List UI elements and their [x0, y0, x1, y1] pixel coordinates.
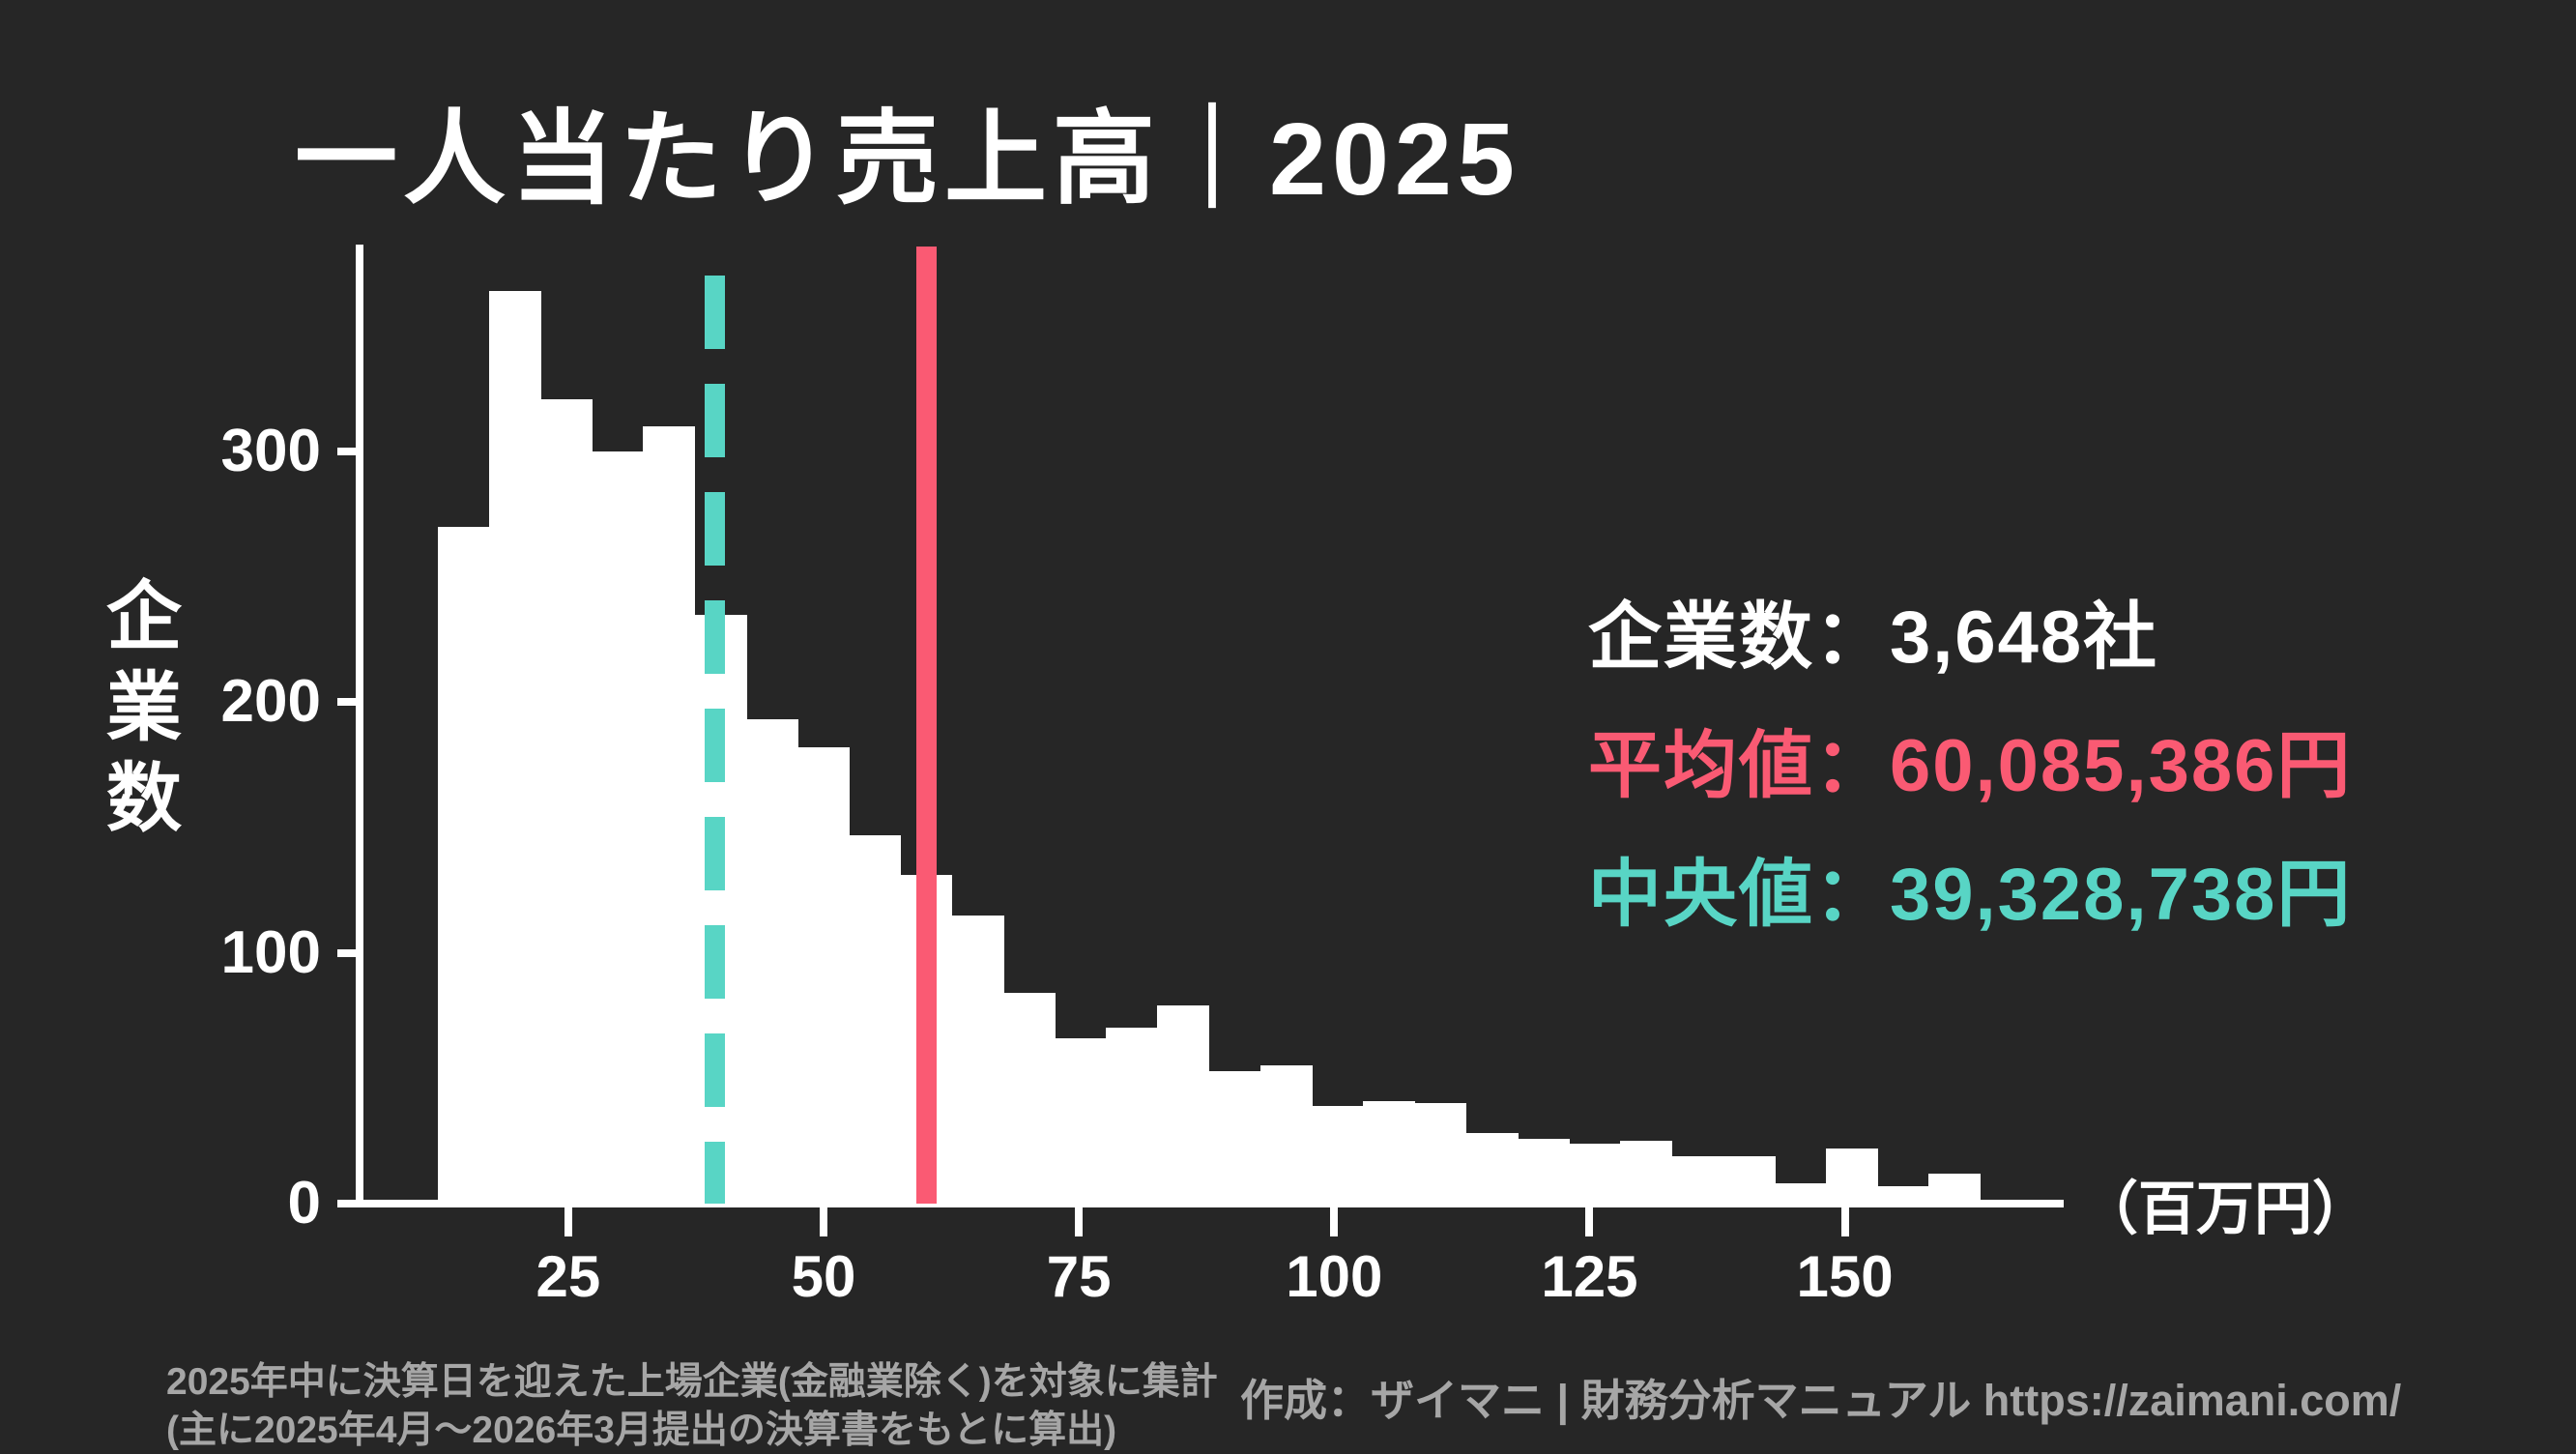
x-tick: [564, 1207, 572, 1236]
x-tick-label: 100: [1286, 1244, 1383, 1309]
mean-line: [916, 247, 938, 1204]
median-line: [704, 276, 725, 1204]
histogram-bar: [951, 915, 1004, 1204]
footnote-line-2: (主に2025年4月〜2026年3月提出の決算書をもとに算出): [166, 1410, 1117, 1451]
x-tick-label: 75: [1046, 1244, 1112, 1309]
x-tick-label: 150: [1796, 1244, 1894, 1309]
histogram-bar: [488, 291, 541, 1204]
histogram-bar: [1363, 1100, 1416, 1204]
x-tick-label: 50: [791, 1244, 856, 1309]
histogram-bar: [643, 426, 696, 1204]
histogram-bar: [1877, 1185, 1930, 1204]
histogram-bar: [1825, 1148, 1879, 1204]
histogram-bar: [1311, 1105, 1365, 1204]
histogram-bar: [1208, 1070, 1261, 1204]
x-axis-line: [354, 1200, 2064, 1207]
histogram-bar: [1928, 1173, 1982, 1204]
histogram-bar: [539, 398, 593, 1204]
histogram-bar: [1054, 1037, 1108, 1204]
y-tick-label: 200: [220, 668, 321, 736]
histogram-bar: [1157, 1005, 1210, 1204]
histogram-bar: [1106, 1028, 1159, 1204]
footnote-line-1: 2025年中に決算日を迎えた上場企業(金融業除く)を対象に集計: [166, 1361, 1218, 1403]
y-tick: [337, 448, 363, 455]
y-axis-label: 企業数: [96, 576, 181, 849]
y-tick-label: 300: [220, 418, 321, 484]
page-title: 一人当たり売上高｜2025: [295, 102, 1520, 217]
x-tick-label: 25: [535, 1244, 601, 1309]
histogram-bar: [437, 526, 490, 1204]
credit-line: 作成：ザイマニ | 財務分析マニュアル https://zaimani.com/: [1240, 1376, 2402, 1425]
x-tick: [1840, 1207, 1849, 1236]
x-tick: [1330, 1207, 1339, 1236]
histogram-bar: [1259, 1065, 1313, 1204]
stats-companies: 企業数：3,648社: [1588, 596, 2159, 679]
y-tick: [337, 698, 363, 707]
y-tick: [337, 948, 363, 957]
y-axis-line: [356, 245, 363, 1207]
histogram-bar: [1774, 1183, 1827, 1204]
histogram-bar: [592, 451, 645, 1204]
histogram-bar: [1620, 1141, 1673, 1204]
stats-mean: 平均値：60,085,386円: [1588, 725, 2353, 807]
histogram-bar: [745, 719, 798, 1204]
histogram-bar: [1002, 993, 1056, 1204]
x-unit-label: （百万円）: [2080, 1177, 2370, 1241]
histogram-bar: [1568, 1143, 1622, 1204]
histogram-bar: [1465, 1133, 1519, 1204]
histogram-bar: [1517, 1138, 1570, 1204]
x-tick: [1075, 1207, 1084, 1236]
y-tick: [337, 1200, 363, 1207]
stats-median: 中央値：39,328,738円: [1588, 854, 2353, 936]
y-tick-label: 0: [287, 1170, 321, 1236]
histogram-bar: [796, 747, 851, 1204]
x-tick: [820, 1207, 827, 1236]
histogram-bar: [1414, 1103, 1467, 1204]
histogram-bar: [1671, 1155, 1724, 1204]
x-tick-label: 125: [1541, 1244, 1638, 1309]
x-tick: [1585, 1207, 1594, 1236]
histogram-bar: [849, 834, 902, 1204]
histogram-bar: [1722, 1155, 1776, 1204]
y-tick-label: 100: [220, 918, 321, 986]
